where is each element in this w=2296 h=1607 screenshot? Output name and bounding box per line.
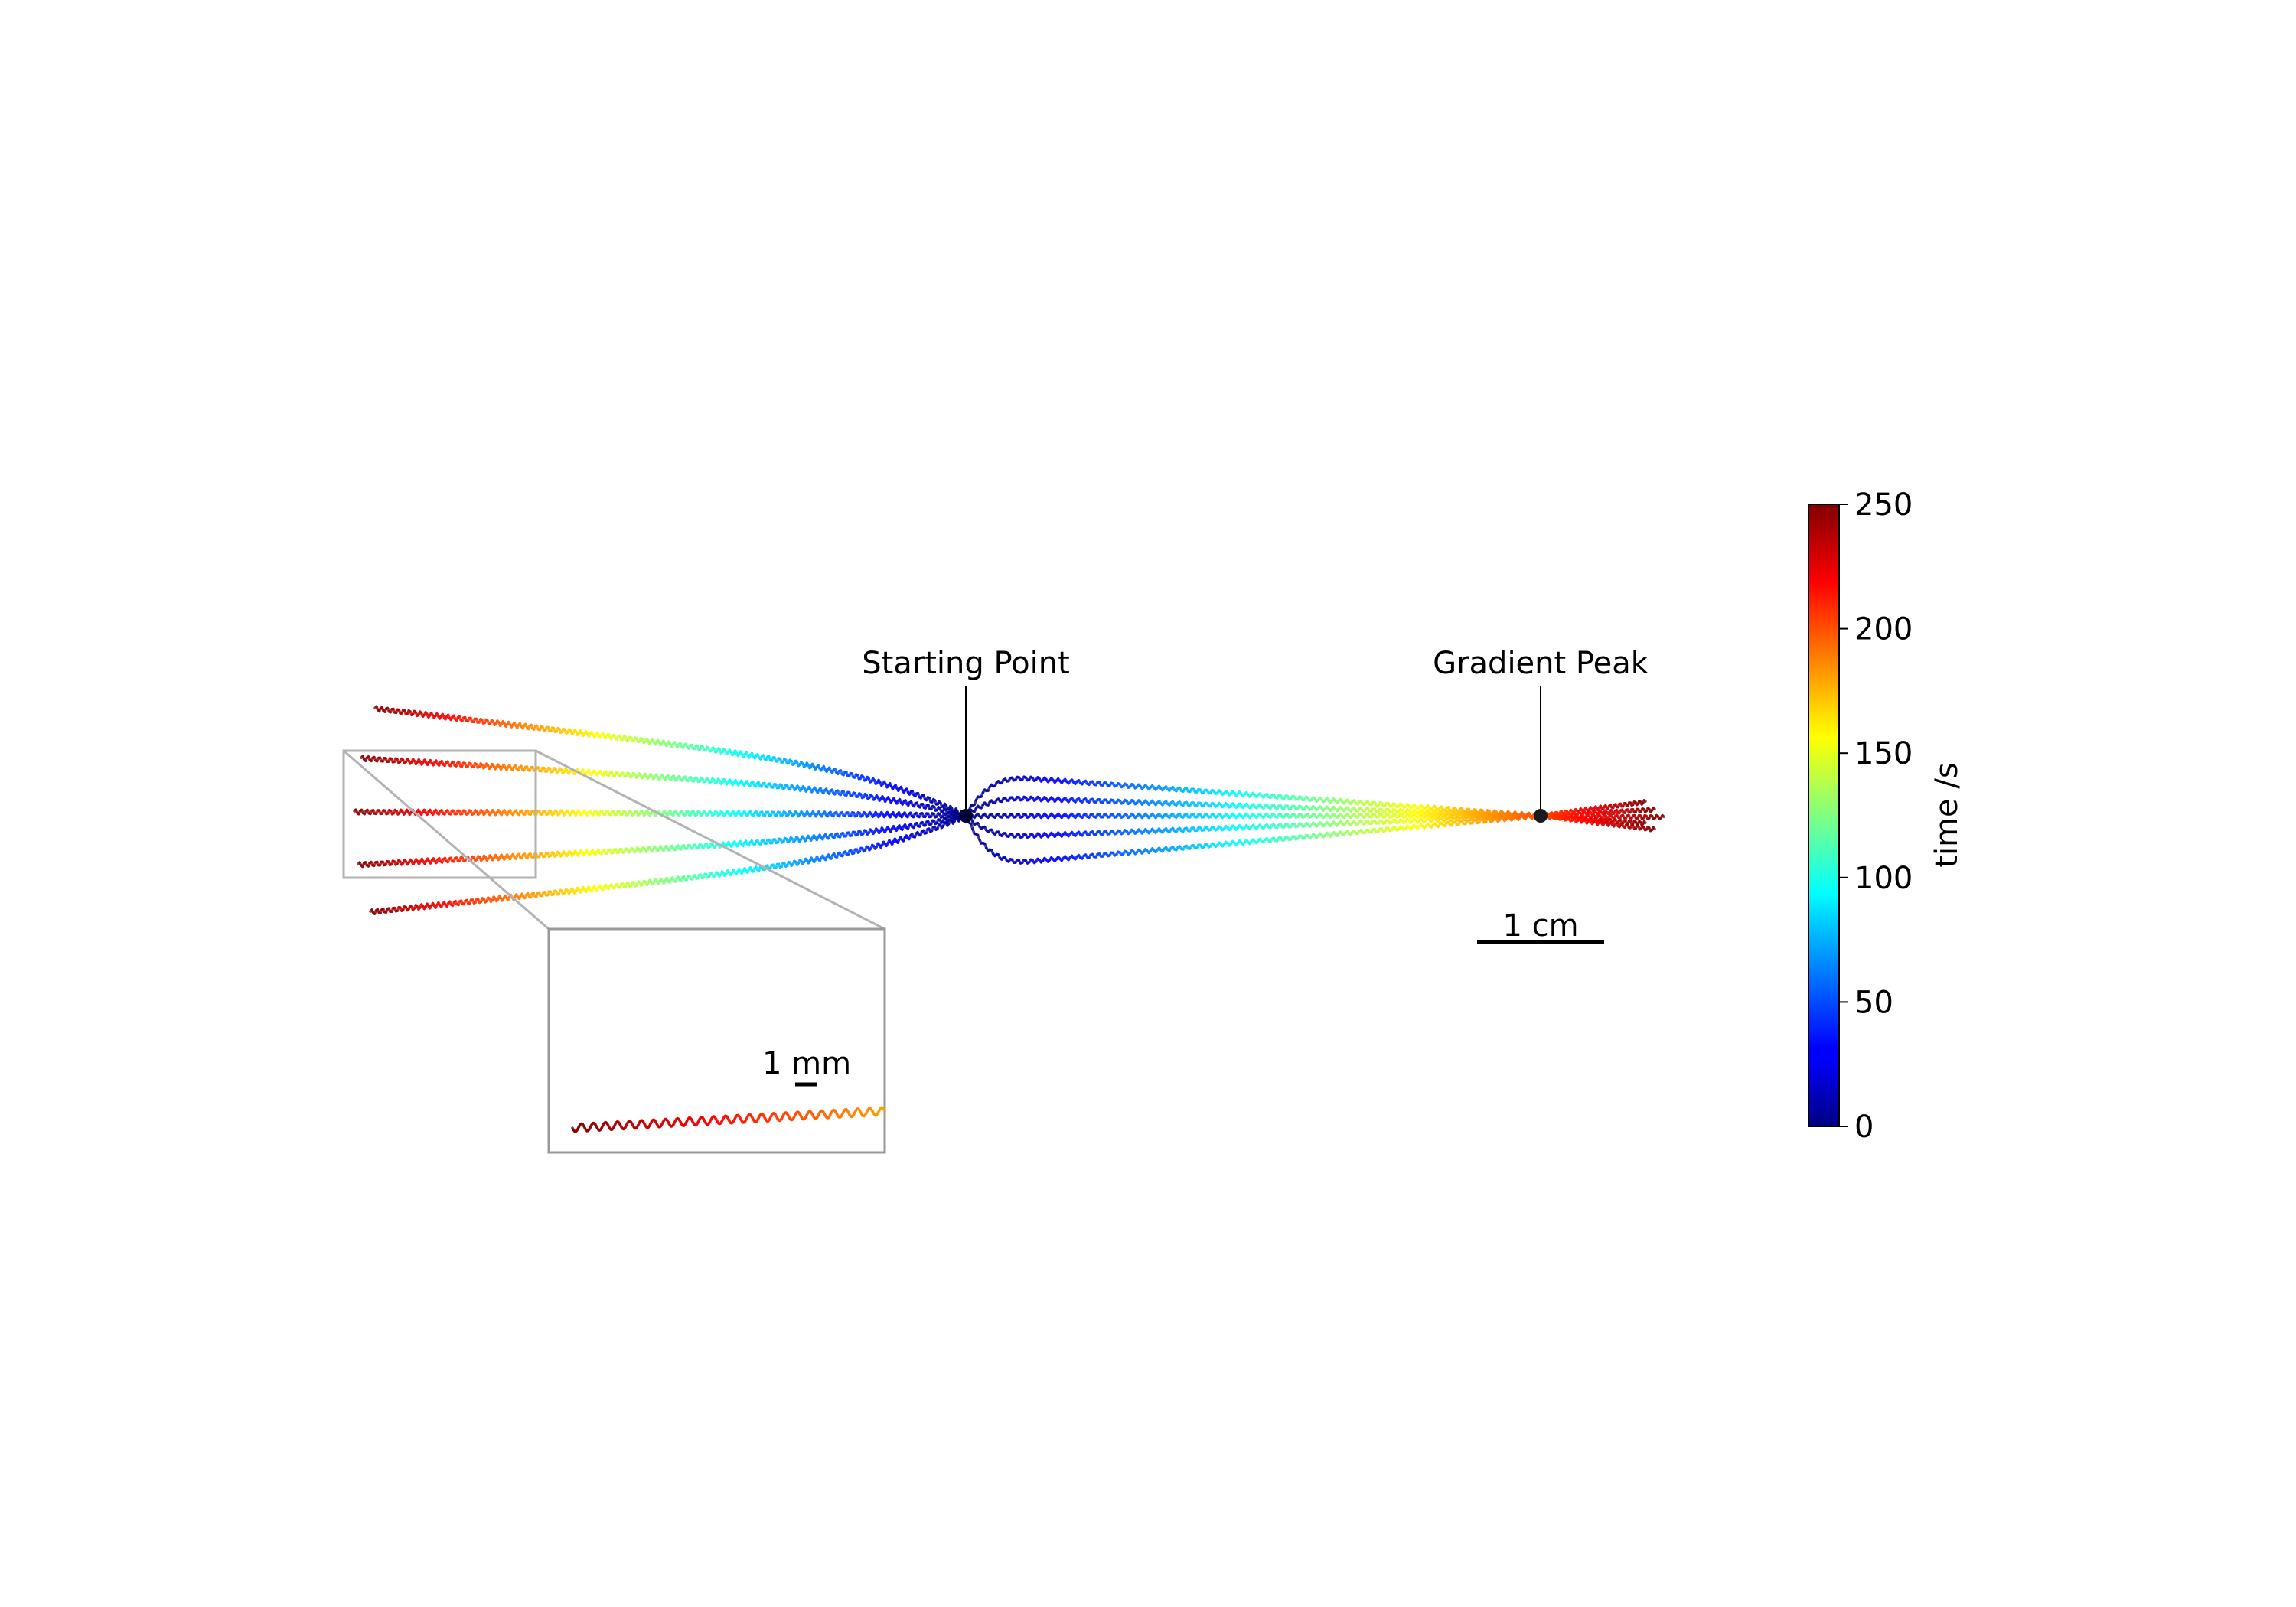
start-point-marker [959, 809, 973, 823]
zoom-connector-right [535, 749, 885, 931]
colorbar-strip [1808, 504, 1840, 1127]
trajectory-right-segment [1652, 826, 1656, 831]
trajectory-left [373, 705, 967, 819]
trajectory-left-segment [357, 861, 361, 865]
colorbar-label: time /s [1929, 762, 1965, 867]
trajectory-left-segment [353, 808, 357, 813]
trajectory-right-segment [1642, 799, 1647, 804]
colorbar-tick-label: 50 [1854, 985, 1893, 1020]
peak-point-marker [1534, 809, 1548, 823]
colorbar: 0 50 100 150 200 250 time /s [1808, 487, 1965, 1145]
trajectory-left-segment [373, 705, 378, 709]
start-annotation-label: Starting Point [862, 646, 1070, 681]
colorbar-ticks: 0 50 100 150 200 250 [1839, 487, 1913, 1145]
trajectory-left [360, 755, 967, 820]
peak-annotation-label: Gradient Peak [1433, 646, 1649, 681]
trajectory-set [353, 705, 1665, 915]
trajectory-right-segment [1661, 813, 1665, 819]
trajectory-left [369, 813, 967, 915]
colorbar-tick-label: 0 [1854, 1110, 1874, 1145]
trajectory-right-segment [1642, 820, 1647, 825]
trajectory-right [964, 813, 1656, 865]
trajectory-right-segment [1652, 806, 1656, 811]
inset-scale-bar-label: 1 mm [762, 1046, 851, 1081]
inset-trajectory-segment [882, 1107, 886, 1113]
colorbar-tick-label: 250 [1854, 487, 1913, 523]
colorbar-tick-label: 200 [1854, 612, 1913, 647]
colorbar-tick-label: 150 [1854, 736, 1913, 771]
main-scale-bar-label: 1 cm [1502, 908, 1578, 944]
zoom-connector-left [343, 749, 550, 931]
trajectory-left-segment [369, 908, 373, 913]
trajectory-left [357, 813, 967, 869]
colorbar-tick-label: 100 [1854, 861, 1913, 896]
trajectory-left-segment [360, 755, 364, 759]
